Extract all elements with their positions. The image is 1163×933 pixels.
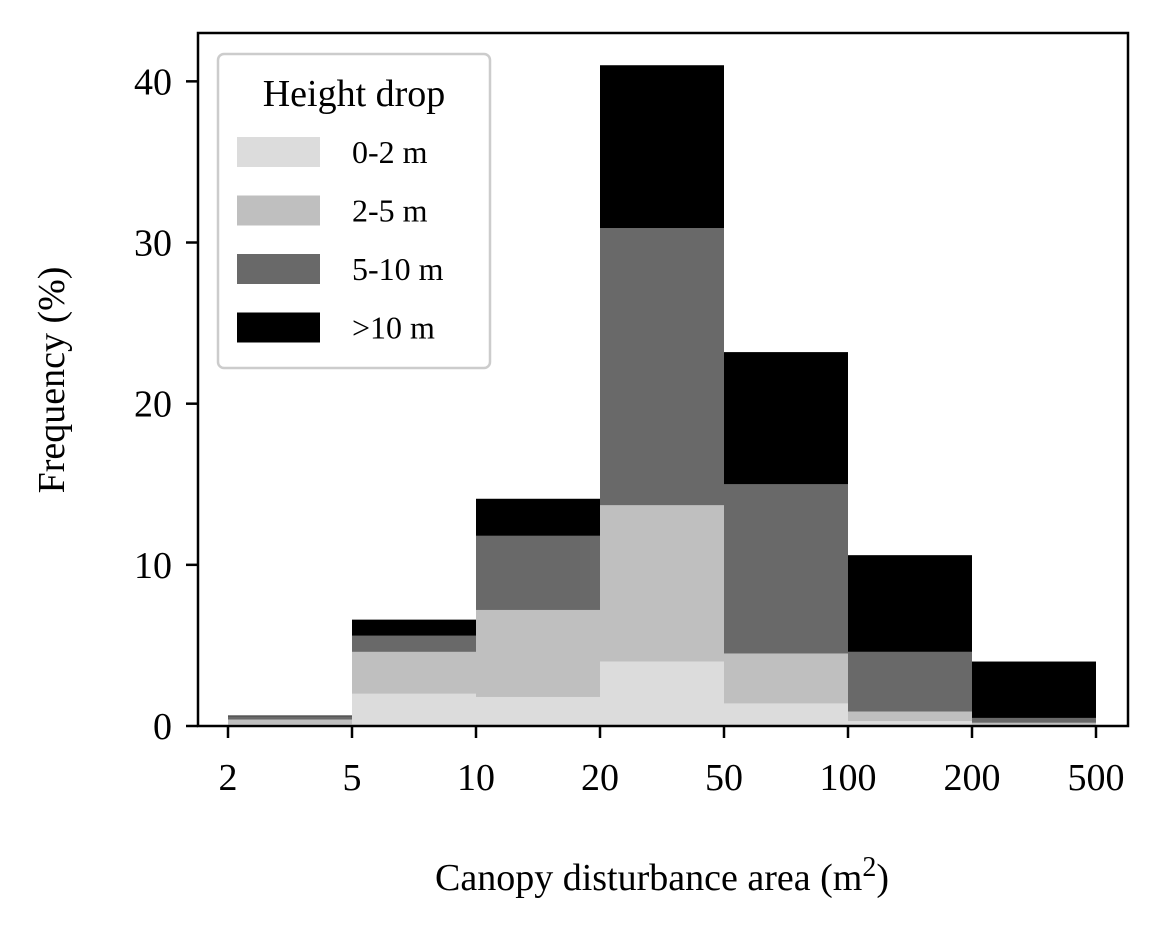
bar-segment-10m-bin-4 xyxy=(600,65,724,229)
bar-segment-25m-bin-1 xyxy=(228,719,352,725)
x-tick-label: 200 xyxy=(944,757,1001,799)
bar-segment-25m-bin-5 xyxy=(724,653,848,704)
legend-swatch xyxy=(237,312,320,343)
legend-label: 0-2 m xyxy=(352,134,428,170)
bar-segment-510m-bin-1 xyxy=(228,716,352,720)
y-tick-label: 10 xyxy=(134,545,172,587)
bar-segment-02m-bin-6 xyxy=(848,721,972,726)
x-tick-label: 20 xyxy=(581,757,619,799)
plot-area-frame xyxy=(196,31,1130,728)
bar-segment-510m-bin-7 xyxy=(972,717,1096,723)
x-axis-label-text: Canopy disturbance area (m xyxy=(435,857,862,899)
bar-segment-02m-bin-4 xyxy=(600,661,724,726)
x-axis-label: Canopy disturbance area (m2) xyxy=(435,852,889,899)
bar-segment-10m-bin-7 xyxy=(972,661,1096,718)
y-tick-label: 30 xyxy=(134,223,172,265)
x-axis: 2 5 10 20 50 100 200 500 xyxy=(219,726,1125,799)
bar-segment-10m-bin-2 xyxy=(352,619,476,636)
x-tick-label: 2 xyxy=(219,757,238,799)
legend-swatch xyxy=(237,137,320,167)
bar-segment-10m-bin-6 xyxy=(848,555,972,652)
bar-segment-02m-bin-2 xyxy=(352,693,476,726)
y-tick-label: 0 xyxy=(153,706,172,748)
bar-segment-02m-bin-5 xyxy=(724,703,848,726)
bar-segment-25m-bin-3 xyxy=(476,609,600,697)
y-axis: 0 10 20 30 40 xyxy=(134,61,198,748)
legend-title: Height drop xyxy=(263,73,446,115)
x-tick-label: 500 xyxy=(1068,757,1125,799)
bar-segment-510m-bin-5 xyxy=(724,484,848,654)
bar-segment-510m-bin-4 xyxy=(600,228,724,506)
y-tick-label: 20 xyxy=(134,384,172,426)
x-tick-label: 5 xyxy=(343,757,362,799)
bar-segment-10m-bin-5 xyxy=(724,352,848,485)
legend: Height drop 0-2 m 2-5 m 5-10 m >10 m xyxy=(216,52,492,370)
bar-segment-25m-bin-6 xyxy=(848,711,972,722)
legend-swatch xyxy=(237,195,320,226)
legend-swatch xyxy=(237,254,320,284)
x-tick-label: 50 xyxy=(705,757,743,799)
x-tick-label: 10 xyxy=(457,757,495,799)
bar-segment-10m-bin-3 xyxy=(476,498,600,536)
bar-segment-10m-bin-1 xyxy=(228,715,352,717)
x-axis-label-suffix: ) xyxy=(876,857,889,899)
y-tick-label: 40 xyxy=(134,61,172,103)
legend-label: 5-10 m xyxy=(352,251,444,287)
x-tick-label: 100 xyxy=(820,757,877,799)
bars-group xyxy=(228,65,1096,726)
bar-segment-25m-bin-2 xyxy=(352,651,476,694)
bar-segment-25m-bin-4 xyxy=(600,505,724,662)
legend-label: >10 m xyxy=(352,310,435,346)
bar-segment-510m-bin-6 xyxy=(848,651,972,712)
bar-segment-02m-bin-3 xyxy=(476,696,600,726)
x-axis-label-superscript: 2 xyxy=(862,852,876,883)
bar-segment-510m-bin-2 xyxy=(352,635,476,652)
bar-segment-25m-bin-7 xyxy=(972,722,1096,725)
bar-segment-510m-bin-3 xyxy=(476,535,600,610)
legend-box xyxy=(216,52,492,370)
legend-label: 2-5 m xyxy=(352,193,428,229)
legend-entries: 0-2 m 2-5 m 5-10 m >10 m xyxy=(237,134,444,346)
y-axis-label: Frequency (%) xyxy=(31,267,73,494)
